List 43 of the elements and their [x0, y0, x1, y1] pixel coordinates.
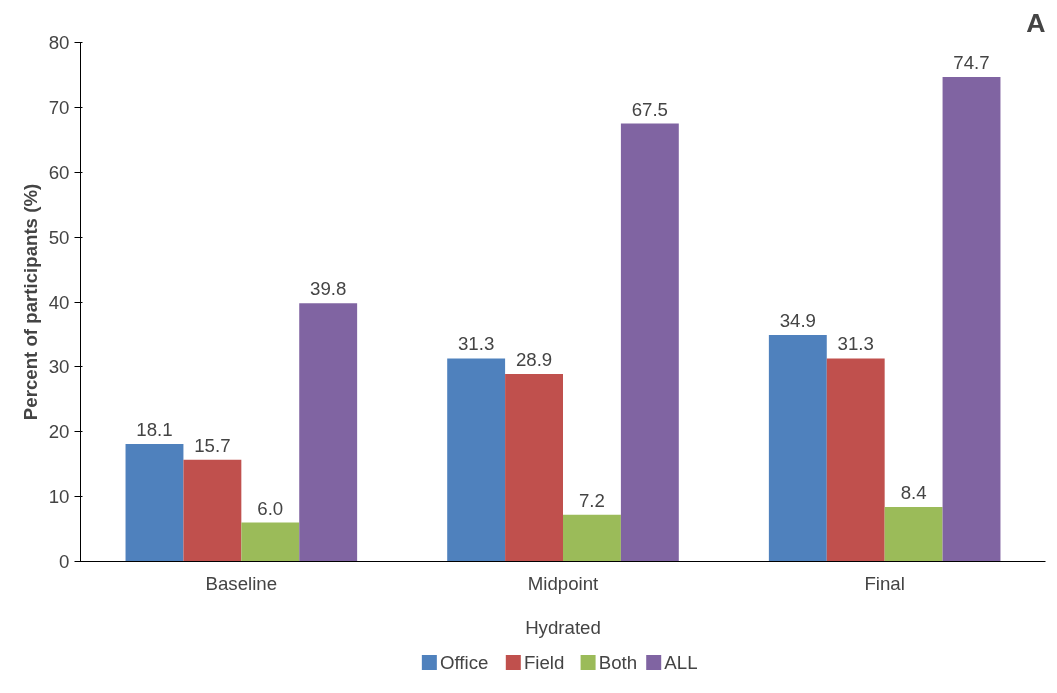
bar: [768, 335, 827, 562]
bar: [505, 374, 563, 562]
data-label: 34.9: [779, 310, 816, 332]
y-tick-label: 40: [48, 291, 70, 313]
bar: [826, 358, 885, 562]
bar: [447, 358, 506, 562]
data-label: 15.7: [194, 434, 231, 456]
bar: [125, 444, 184, 562]
x-tick-label: Midpoint: [527, 572, 600, 594]
y-tick-label: 0: [59, 551, 70, 572]
data-label: 39.8: [310, 278, 347, 300]
y-tick-label: 30: [48, 356, 70, 378]
data-label: 28.9: [515, 349, 553, 371]
legend-label: Field: [523, 652, 565, 673]
data-label: 31.3: [457, 333, 495, 355]
x-tick-label: Baseline: [205, 572, 278, 594]
y-tick-label: 50: [48, 226, 70, 248]
legend-label: Both: [598, 652, 638, 673]
x-tick-label: Final: [864, 572, 905, 594]
y-tick-label: 70: [48, 96, 70, 118]
bar: [942, 76, 1001, 562]
y-tick-label: 20: [48, 421, 70, 443]
x-axis-title: Hydrated: [525, 616, 601, 638]
data-label: 7.2: [578, 489, 605, 511]
data-label: 6.0: [257, 497, 284, 519]
bar: [241, 522, 300, 562]
data-label: 31.3: [837, 333, 874, 355]
data-label: 74.7: [953, 51, 990, 73]
legend-label: Office: [439, 652, 489, 673]
bar: [183, 459, 242, 562]
bar: [620, 123, 679, 562]
y-tick-label: 10: [48, 486, 70, 508]
y-axis-title: Percent of participants (%): [19, 183, 41, 421]
bar: [299, 303, 358, 562]
chart-title: A: [1026, 7, 1046, 38]
data-label: 67.5: [631, 98, 669, 120]
bar: [563, 514, 621, 562]
data-label: 8.4: [900, 482, 927, 504]
y-tick-label: 60: [48, 161, 70, 183]
bar: [884, 507, 943, 562]
data-label: 18.1: [136, 419, 173, 441]
legend-label: ALL: [664, 652, 698, 673]
y-tick-label: 80: [48, 32, 70, 53]
